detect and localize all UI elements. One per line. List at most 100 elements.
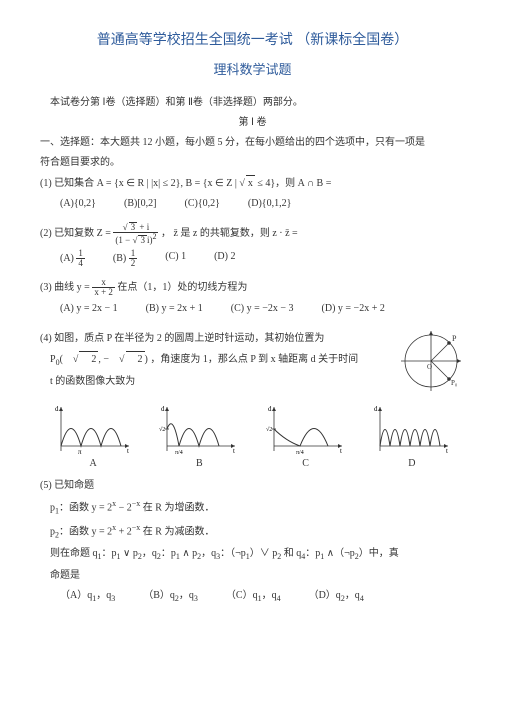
q3-opt-b: (B) y = 2x + 1 <box>146 301 203 317</box>
svg-text:√2: √2 <box>266 426 272 433</box>
q4-p0: P0(2, −2) ，角速度为 1，那么点 P 到 x 轴距离 d 关于时间 <box>40 351 391 370</box>
q2-num-b: + i <box>137 222 149 232</box>
q4-graph-a: d t π A <box>40 401 146 472</box>
q2-opt-a: (A) 14 <box>60 249 85 268</box>
q5-opt-d: （D）q2，q4 <box>309 588 364 606</box>
t: （D）q <box>309 590 341 601</box>
sqrt-icon: 3 <box>123 222 137 232</box>
exam-subtitle: 理科数学试题 <box>40 60 465 81</box>
q2-den-sqrt: 3 <box>138 235 147 245</box>
q2-den-a: (1 − <box>115 235 132 245</box>
t: 和 q <box>281 548 301 559</box>
q4-p0-d: ) <box>145 354 148 365</box>
q1-opt-b: (B)[0,2] <box>124 196 157 212</box>
q2-text-a: (2) 已知复数 Z = <box>40 228 113 239</box>
q4-label-a: A <box>40 456 146 472</box>
svg-text:d: d <box>161 405 165 413</box>
svg-text:π/4: π/4 <box>175 450 183 456</box>
q2-num-sqrt: 3 <box>129 222 138 232</box>
q2-fraction: 3 + i (1 − 3i)2 <box>113 222 158 245</box>
q3-opt-a: (A) y = 2x − 1 <box>60 301 118 317</box>
q3-opt-c: (C) y = −2x − 3 <box>231 301 294 317</box>
q1-text-b: ≤ 4}，则 A ∩ B = <box>257 178 331 189</box>
q1-text-a: (1) 已知集合 A = {x ∈ R | |x| ≤ 2}, B = {x ∈… <box>40 178 239 189</box>
q4-graph-row: d t π A d t √2 π/4 B d t √2 <box>40 401 465 472</box>
sqrt-icon: 3 <box>133 235 147 245</box>
svg-text:t: t <box>127 447 129 455</box>
q2-opt-b-label: (B) <box>113 253 126 264</box>
svg-text:t: t <box>446 447 448 455</box>
q3-options: (A) y = 2x − 1 (B) y = 2x + 1 (C) y = −2… <box>60 301 465 317</box>
t: ）中，真 <box>359 548 399 559</box>
q2-opt-b-den: 2 <box>129 259 138 268</box>
q2-opt-a-label: (A) <box>60 253 74 264</box>
sqrt-icon: 2 <box>109 351 145 368</box>
q5-opt-b: （B）q2，q3 <box>143 588 198 606</box>
svg-text:d: d <box>55 405 59 413</box>
q2-opt-d: (D) 2 <box>214 249 235 268</box>
t: 4 <box>360 594 364 603</box>
t: ，q <box>201 548 216 559</box>
q5-p2-b: ：函数 y = 2 <box>59 527 112 538</box>
q5-qline2: 命题是 <box>40 568 465 584</box>
q4-block: (4) 如图，质点 P 在半径为 2 的圆周上逆时针运动，其初始位置为 P0(2… <box>40 327 465 395</box>
svg-text:√2: √2 <box>159 426 165 433</box>
q5-p1-c: − 2 <box>116 503 132 514</box>
t: ，q <box>345 590 360 601</box>
q5-p1-b: ：函数 y = 2 <box>59 503 112 514</box>
svg-text:d: d <box>374 405 378 413</box>
q1-sqrt-arg: x <box>246 175 255 192</box>
q5-options: （A）q1，q3 （B）q2，q3 （C）q1，q4 （D）q2，q4 <box>60 588 465 606</box>
t: ∧ p <box>180 548 197 559</box>
t: ，q <box>262 590 277 601</box>
svg-text:d: d <box>268 405 272 413</box>
svg-text:O: O <box>427 363 432 371</box>
part-label: 第 Ⅰ 卷 <box>40 115 465 131</box>
q5-p2-c: + 2 <box>116 527 132 538</box>
q1-opt-d: (D){0,1,2} <box>248 196 291 212</box>
q2-opt-b: (B) 12 <box>113 249 137 268</box>
q5-p1-d: 在 R 为增函数． <box>140 503 214 514</box>
q3-fraction: x x + 2 <box>92 278 115 297</box>
t: ）∨ p <box>250 548 278 559</box>
t: 3 <box>194 594 198 603</box>
svg-text:P₀: P₀ <box>451 379 458 387</box>
t: 4 <box>277 594 281 603</box>
q2-stem: (2) 已知复数 Z = 3 + i (1 − 3i)2 ， z̄ 是 z 的共… <box>40 222 465 245</box>
sqrt-icon: 2 <box>63 351 99 368</box>
q3-stem: (3) 曲线 y = x x + 2 在点（1，1）处的切线方程为 <box>40 278 465 297</box>
q4-stem1: (4) 如图，质点 P 在半径为 2 的圆周上逆时针运动，其初始位置为 <box>40 331 391 347</box>
t: （C）q <box>226 590 258 601</box>
svg-text:t: t <box>233 447 235 455</box>
t: （B）q <box>143 590 175 601</box>
q2-opt-c: (C) 1 <box>165 249 186 268</box>
paper-note: 本试卷分第 Ⅰ卷（选择题）和第 Ⅱ卷（非选择题）两部分。 <box>40 95 465 111</box>
t: （A）q <box>60 590 92 601</box>
q3-text-b: 在点（1，1）处的切线方程为 <box>117 282 247 293</box>
q5-opt-c: （C）q1，q4 <box>226 588 281 606</box>
q5-qline: 则在命题 q1：p1 ∨ p2，q2：p1 ∧ p2，q3：（¬p1）∨ p2 … <box>40 546 465 564</box>
q4-graph-b: d t √2 π/4 B <box>146 401 252 472</box>
t: ：p <box>305 548 320 559</box>
q2-text-b: ， z̄ 是 z 的共轭复数，则 z · z̄ = <box>161 228 298 239</box>
t: ∧（¬p <box>324 548 354 559</box>
q5-p1: p1：函数 y = 2x − 2−x 在 R 为增函数． <box>40 498 465 518</box>
t: 则在命题 q <box>50 548 98 559</box>
q2-opt-a-den: 4 <box>76 259 85 268</box>
sqrt-icon: x <box>239 175 255 192</box>
q1-stem: (1) 已知集合 A = {x ∈ R | |x| ≤ 2}, B = {x ∈… <box>40 175 465 192</box>
q4-p0-sqrt1: 2 <box>79 351 98 368</box>
q4-graph-c: d t √2 π/4 C <box>253 401 359 472</box>
q5-p2: p2：函数 y = 2x + 2−x 在 R 为减函数． <box>40 522 465 542</box>
instructions-1: 一、选择题：本大题共 12 小题，每小题 5 分，在每小题给出的四个选项中，只有… <box>40 135 465 151</box>
q4-p0-sqrt2: 2 <box>126 351 145 368</box>
svg-text:P: P <box>452 334 457 343</box>
t: ：p <box>161 548 176 559</box>
q5-opt-a: （A）q1，q3 <box>60 588 115 606</box>
q4-graph-d: d t D <box>359 401 465 472</box>
svg-text:π: π <box>78 448 82 456</box>
q4-label-d: D <box>359 456 465 472</box>
q1-opt-a: (A){0,2} <box>60 196 96 212</box>
q1-options: (A){0,2} (B)[0,2] (C){0,2} (D){0,1,2} <box>60 196 465 212</box>
q4-circle-diagram: P P₀ O <box>397 327 465 395</box>
